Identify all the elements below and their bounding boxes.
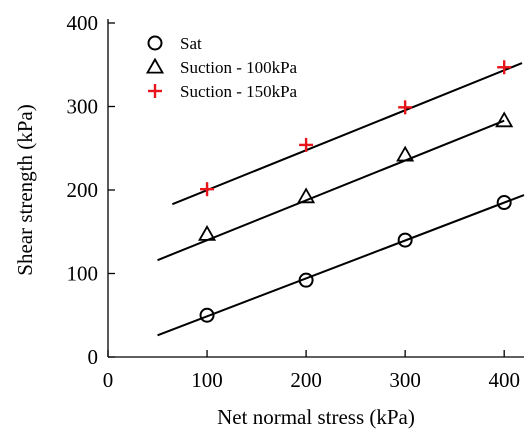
x-tick-label: 0 — [103, 368, 114, 392]
data-point-triangle — [297, 187, 316, 204]
legend-marker-triangle — [145, 57, 165, 74]
legend: Sat Suction - 100kPa Suction - 150kPa — [145, 34, 298, 101]
data-point-plus — [299, 137, 314, 152]
data-point-triangle — [197, 224, 217, 241]
x-tick-label: 300 — [389, 368, 421, 392]
fit-lines — [157, 62, 525, 337]
legend-marker-circle — [147, 35, 163, 51]
y-tick-label: 100 — [67, 262, 99, 286]
x-axis-title: Net normal stress (kPa) — [217, 405, 415, 429]
fit-line — [157, 119, 505, 262]
x-tick-label: 200 — [290, 368, 322, 392]
y-axis-title: Shear strength (kPa) — [13, 104, 37, 275]
y-tick-label: 300 — [67, 95, 99, 119]
y-tick-label: 0 — [88, 345, 99, 369]
data-markers — [197, 60, 514, 323]
axes: 0 100 200 300 400 0 100 200 300 400 — [67, 11, 524, 392]
data-point-triangle — [396, 145, 415, 162]
data-point-plus — [200, 182, 215, 197]
legend-label: Sat — [180, 34, 202, 53]
data-point-circle — [397, 232, 413, 248]
data-point-circle — [199, 307, 215, 323]
legend-label: Suction - 100kPa — [180, 58, 298, 77]
legend-label: Suction - 150kPa — [180, 82, 298, 101]
data-point-circle — [496, 195, 512, 211]
fit-line — [157, 194, 525, 337]
fit-line — [172, 62, 523, 206]
legend-marker-plus — [148, 84, 162, 98]
y-tick-label: 200 — [67, 178, 99, 202]
data-point-plus — [398, 100, 413, 115]
data-point-plus — [497, 60, 512, 75]
data-point-circle — [298, 272, 314, 288]
y-tick-label: 400 — [67, 11, 99, 35]
data-point-triangle — [495, 111, 514, 128]
x-tick-label: 400 — [488, 368, 520, 392]
x-tick-label: 100 — [191, 368, 223, 392]
